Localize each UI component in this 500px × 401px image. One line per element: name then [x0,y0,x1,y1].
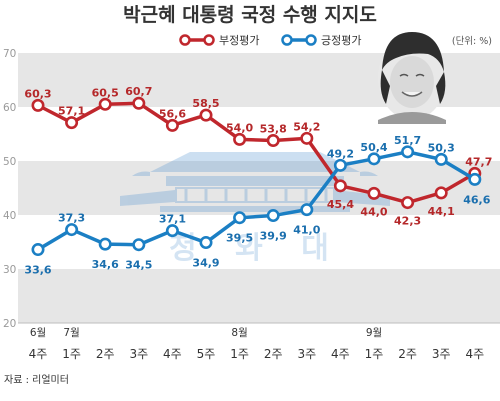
data-point [434,152,448,166]
data-label: 46,6 [463,193,490,206]
watermark-text: 청 와 대 [169,231,343,266]
x-week-label: 1주 [365,347,384,361]
data-point [266,133,280,147]
data-point [333,179,347,193]
data-point [65,223,79,237]
data-label: 41,0 [293,224,320,237]
grid-band-1 [18,161,500,215]
data-label: 47,7 [465,155,492,168]
data-point [165,118,179,132]
data-label: 60,5 [92,86,119,99]
data-point [300,203,314,217]
data-label: 34,6 [92,258,119,271]
grid-band-2 [18,269,500,323]
x-month-label: 7월 [63,327,79,339]
data-point [31,243,45,257]
data-label: 37,1 [159,213,186,226]
data-point [367,186,381,200]
data-label: 44,1 [428,205,455,218]
data-label: 49,2 [327,147,354,160]
x-month-label: 6월 [30,327,46,339]
x-week-label: 4주 [29,347,48,361]
legend: 부정평가 긍정평가 [179,34,361,47]
x-week-label: 4주 [465,347,484,361]
portrait-photo [378,32,446,124]
unit-label: (단위: %) [452,35,492,47]
legend-item-positive: 긍정평가 [281,34,361,47]
x-week-label: 3주 [297,347,316,361]
data-label: 60,7 [125,85,152,98]
data-label: 50,3 [428,141,455,154]
data-label: 37,3 [58,212,85,225]
data-label: 50,4 [360,141,387,154]
x-week-label: 1주 [230,347,249,361]
x-axis-labels: 6월 7월 8월 9월 4주 1주 2주 3주 4주 5주 1주 2주 3주 4주 1주 2주 3주 4주 [29,327,484,361]
x-week-label: 3주 [129,347,148,361]
blue-house-watermark [120,152,390,212]
series-positive: 33,6 37,3 34,6 34,5 37,1 34,9 39,5 39,9 41,0 49,2… [24,134,490,277]
y-tick-label: 40 [3,210,16,222]
data-point [468,172,482,186]
x-week-label: 1주 [62,347,81,361]
x-week-label: 5주 [197,347,216,361]
data-point [132,238,146,252]
data-point [401,196,415,210]
data-label: 54,2 [293,120,320,133]
data-point [300,131,314,145]
y-tick-label: 30 [3,264,16,276]
legend-label-negative: 부정평가 [219,34,259,47]
data-label: 39,5 [226,232,253,245]
data-point [199,236,213,250]
chart-title: 박근혜 대통령 국정 수행 지지도 [123,4,377,26]
legend-label-positive: 긍정평가 [321,34,361,47]
x-week-label: 4주 [331,347,350,361]
data-label: 39,9 [260,230,287,243]
x-week-label: 2주 [264,347,283,361]
x-week-label: 3주 [432,347,451,361]
data-label: 34,9 [192,257,219,270]
data-label: 53,8 [260,122,287,135]
data-label: 33,6 [24,264,51,277]
data-point [401,145,415,159]
y-axis-ticks: 20 30 40 50 60 70 [3,48,16,330]
data-label: 42,3 [394,215,421,228]
y-tick-label: 70 [3,48,16,60]
data-point [31,98,45,112]
x-week-label: 4주 [163,347,182,361]
data-point [266,209,280,223]
data-label: 57,1 [58,105,85,118]
data-point [434,186,448,200]
series-negative: 60,3 57,1 60,5 60,7 56,6 58,5 54,0 53,8 54,2 45,4… [24,85,492,227]
source-note: 자료 : 리얼미터 [4,374,69,386]
data-label: 60,3 [24,87,51,100]
data-point [132,96,146,110]
data-point [165,224,179,238]
legend-item-negative: 부정평가 [179,34,259,47]
data-point [98,237,112,251]
series-group: 60,3 57,1 60,5 60,7 56,6 58,5 54,0 53,8 54,2 45,4… [24,85,492,276]
y-tick-label: 50 [3,156,16,168]
data-label: 56,6 [159,107,186,120]
data-point [65,116,79,130]
x-week-label: 2주 [398,347,417,361]
data-point [367,152,381,166]
data-point [199,108,213,122]
data-point [233,211,247,225]
y-tick-label: 60 [3,102,16,114]
x-week-label: 2주 [96,347,115,361]
data-label: 51,7 [394,134,421,147]
data-label: 44,0 [360,205,387,218]
x-month-label: 9월 [366,327,382,339]
y-tick-label: 20 [3,318,16,330]
x-month-label: 8월 [231,327,247,339]
data-point [98,97,112,111]
data-label: 34,5 [125,259,152,272]
data-label: 58,5 [192,97,219,110]
data-point [233,132,247,146]
data-label: 54,0 [226,121,253,134]
data-point [333,158,347,172]
data-label: 45,4 [327,198,354,211]
